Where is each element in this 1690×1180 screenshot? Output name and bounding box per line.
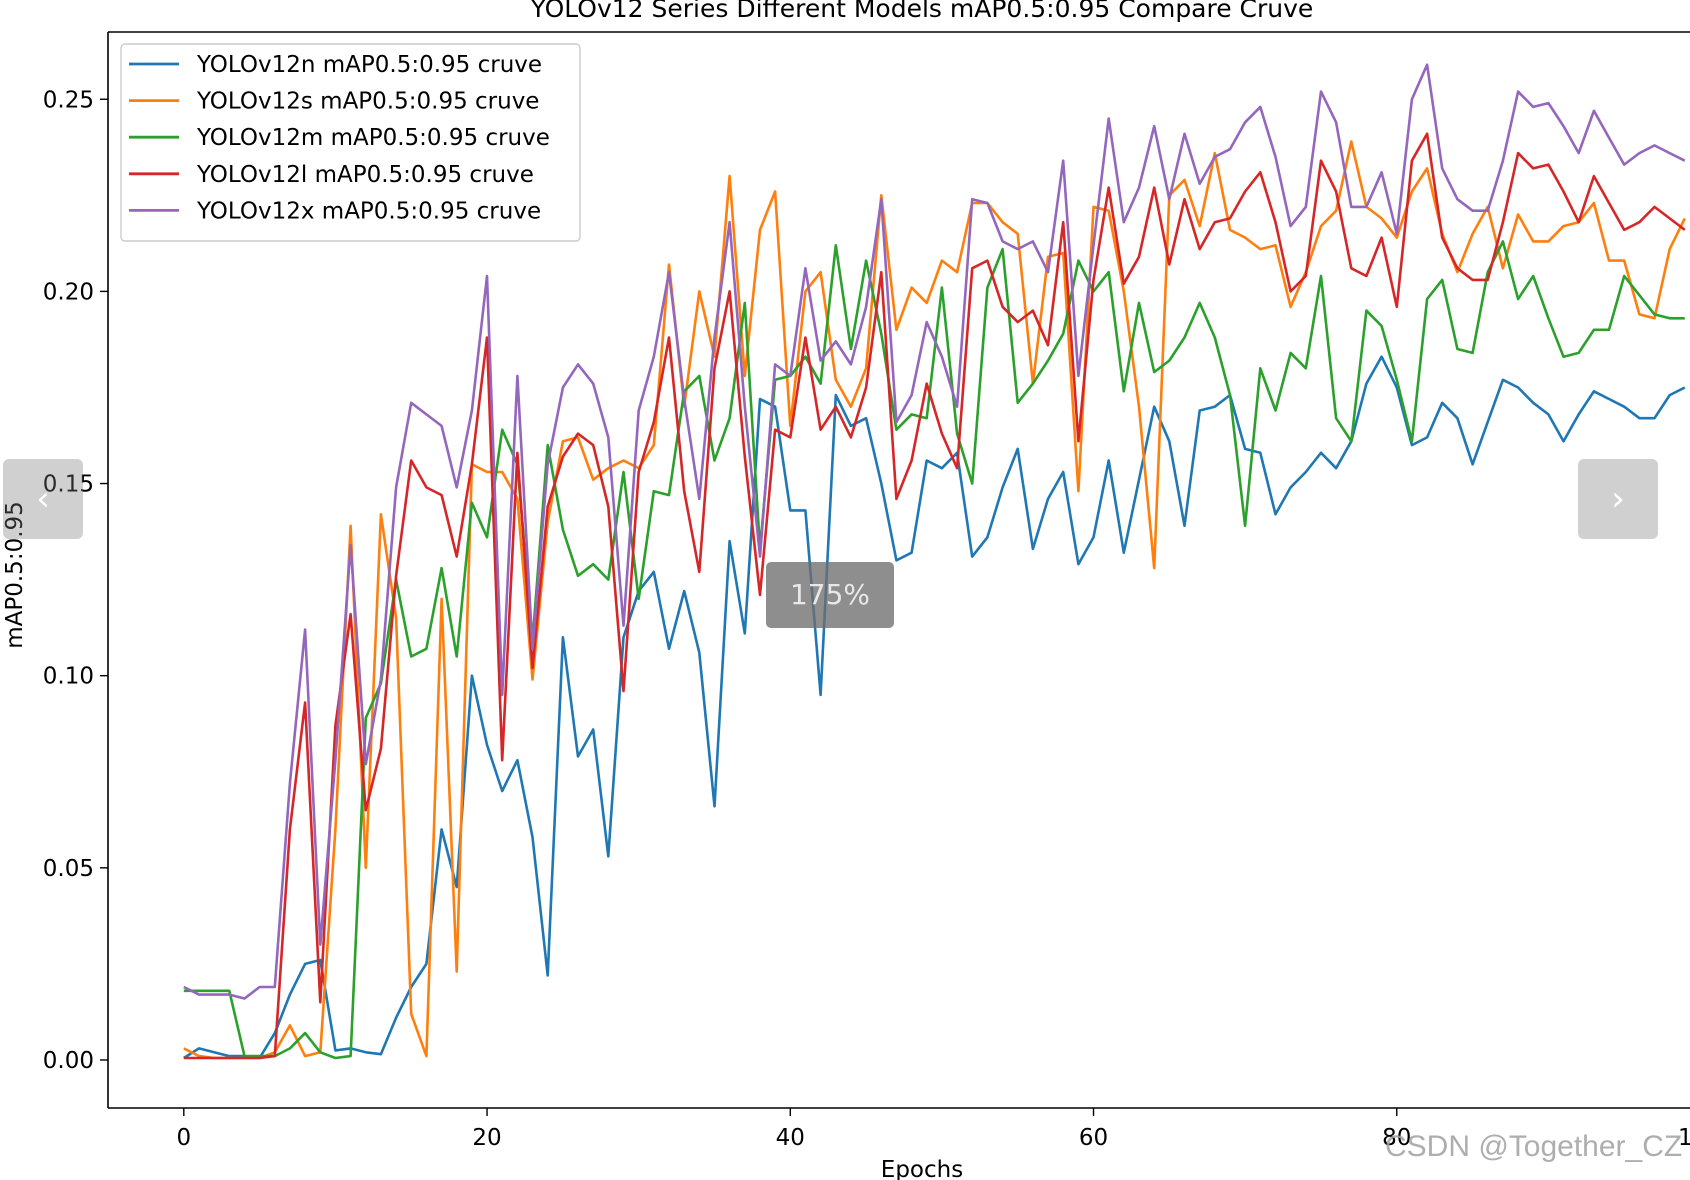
chart-title: YOLOv12 Series Different Models mAP0.5:0… [530, 0, 1314, 23]
next-image-button[interactable]: › [1578, 459, 1658, 539]
x-axis-label: Epochs [881, 1157, 963, 1180]
legend-box [120, 43, 581, 242]
y-tick-label: 0.25 [43, 87, 94, 113]
series-line-1 [183, 355, 1686, 1060]
x-tick-label: 0 [176, 1125, 191, 1151]
plot-area [183, 63, 1686, 1060]
legend-entry-2: YOLOv12s mAP0.5:0.95 cruve [196, 89, 539, 115]
x-tick-label: 100 [1678, 1125, 1690, 1151]
legend: YOLOv12n mAP0.5:0.95 cruve YOLOv12s mAP0.… [120, 43, 581, 242]
x-tick-label: 40 [776, 1125, 805, 1151]
previous-image-button[interactable]: ‹ [3, 459, 83, 539]
y-tick-label: 0.05 [43, 856, 94, 882]
x-tick-label: 80 [1382, 1125, 1411, 1151]
legend-entry-5: YOLOv12x mAP0.5:0.95 cruve [196, 198, 541, 224]
legend-entry-1: YOLOv12n mAP0.5:0.95 cruve [196, 52, 542, 78]
legend-entry-4: YOLOv12l mAP0.5:0.95 cruve [196, 162, 534, 188]
series-line-2 [183, 140, 1686, 1060]
y-axis-label: mAP0.5:0.95 [2, 501, 28, 649]
series-line-4 [183, 132, 1686, 1060]
legend-entry-3: YOLOv12m mAP0.5:0.95 cruve [196, 125, 550, 151]
series-line-5 [183, 63, 1686, 1000]
y-tick-label: 0.20 [43, 279, 94, 305]
series-line-3 [183, 240, 1685, 1060]
y-tick-label: 0.15 [43, 472, 94, 498]
watermark: CSDN @Together_CZ [1385, 1130, 1683, 1163]
y-tick-label: 0.00 [43, 1048, 94, 1074]
axes: 0 20 40 60 80 100 0.00 0.05 0.10 0.15 0.20 0.25 [43, 31, 1690, 1151]
x-tick-label: 60 [1079, 1125, 1108, 1151]
zoom-level-badge: 175% [766, 562, 894, 628]
y-tick-label: 0.10 [43, 664, 94, 690]
x-tick-label: 20 [472, 1125, 501, 1151]
